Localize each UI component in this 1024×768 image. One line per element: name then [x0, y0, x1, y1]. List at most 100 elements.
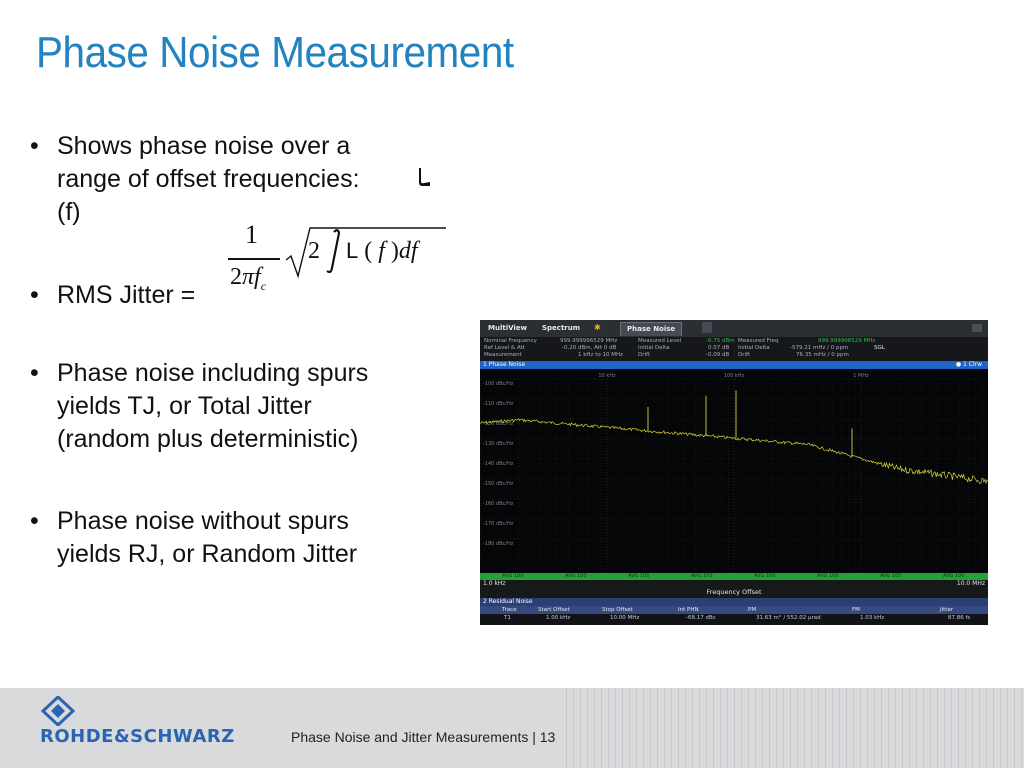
info-label: Measurement	[484, 352, 522, 358]
info-label: Measured Level	[638, 338, 682, 344]
avg-label: AVG 100	[502, 573, 524, 579]
tab-add-icon[interactable]	[702, 322, 712, 333]
bullet-line: yields RJ, or Random Jitter	[57, 540, 358, 568]
info-value: 76.35 mHz / 0 ppm	[796, 352, 849, 358]
tab-spectrum[interactable]: Spectrum	[542, 324, 581, 332]
y-tick-label: -100 dBc/Hz	[483, 381, 514, 387]
tab-close-icon[interactable]: ✱	[594, 323, 601, 332]
bullet-dot: •	[30, 132, 39, 160]
avg-label: AVG 100	[565, 573, 587, 579]
sqrt-integral-icon	[285, 227, 446, 279]
frequency-axis: 1.0 kHz 10.0 MHz Frequency Offset	[480, 580, 988, 598]
bullet-line: RMS Jitter =	[57, 281, 196, 309]
table-cell: 31.63 m° / 552.02 µrad	[756, 615, 821, 621]
table-cell: 10.00 MHz	[610, 615, 640, 621]
footer-text: Phase Noise and Jitter Measurements | 13	[291, 729, 556, 745]
table-cell: 1.03 kHz	[860, 615, 885, 621]
int-two: 2	[308, 238, 320, 264]
y-tick-label: -140 dBc/Hz	[483, 461, 514, 467]
tab-phase-noise[interactable]: Phase Noise	[620, 322, 683, 336]
formula-denominator: 2πfc	[230, 264, 266, 294]
residual-noise-table-header: Trace Start Offset Stop Offset Int PHN PM FM J…	[480, 606, 988, 614]
int-close: )	[384, 238, 399, 264]
decade-tick-label: 1 MHz	[853, 373, 869, 379]
measurement-info-bar: Nominal Frequency 999.999996529 MHz Ref …	[480, 337, 988, 361]
info-value: 999.999996529 MHz	[818, 338, 876, 344]
info-value: -0.75 dBm	[706, 338, 735, 344]
info-label: Nominal Frequency	[484, 338, 537, 344]
formula-numerator: 1	[245, 220, 258, 249]
info-value: 1 kHz to 10 MHz	[578, 352, 623, 358]
int-f: f	[378, 238, 385, 264]
bullet-dot: •	[30, 281, 39, 309]
y-tick-label: -130 dBc/Hz	[483, 441, 514, 447]
y-tick-label: -170 dBc/Hz	[483, 521, 514, 527]
slide-title: Phase Noise Measurement	[36, 28, 514, 77]
window2-title: 2 Residual Noise	[483, 598, 533, 605]
int-df: df	[398, 238, 418, 264]
avg-label: AVG 100	[754, 573, 776, 579]
footer-bar	[0, 688, 1024, 768]
phase-noise-trace-plot: -100 dBc/Hz -110 dBc/Hz -120 dBc/Hz -130 dB…	[480, 373, 988, 569]
decade-tick-label: 100 kHz	[724, 373, 745, 379]
brand-name: ROHDE&SCHWARZ	[40, 726, 235, 747]
sgl-indicator: SGL	[874, 345, 885, 351]
table-cell: T1	[504, 615, 511, 621]
footer-stripes	[560, 688, 1024, 768]
analyzer-screenshot: MultiView Spectrum ✱ Phase Noise Nominal…	[480, 320, 988, 625]
y-tick-label: -180 dBc/Hz	[483, 541, 514, 547]
info-label: Measured Freq	[738, 338, 779, 344]
table-header-cell: Start Offset	[538, 607, 570, 613]
table-header-cell: FM	[852, 607, 860, 613]
phase-noise-trace	[480, 418, 988, 485]
y-tick-label: -110 dBc/Hz	[483, 401, 514, 407]
bullet-line: Phase noise without spurs	[57, 507, 349, 535]
table-header-cell: Stop Offset	[602, 607, 633, 613]
formula-integrand: 2 L ( f )df	[308, 238, 418, 265]
window-menu-icon[interactable]	[972, 324, 982, 332]
avg-label: AVG 100	[691, 573, 713, 579]
table-header-cell: PM	[748, 607, 757, 613]
table-cell: 87.86 fs	[948, 615, 971, 621]
den-two: 2	[230, 264, 242, 290]
info-value: -0.09 dB	[706, 352, 730, 358]
rohde-schwarz-logo-icon	[40, 696, 76, 726]
bullet-dot: •	[30, 359, 39, 387]
table-header-cell: Int PHN	[678, 607, 699, 613]
tab-multiview[interactable]: MultiView	[488, 324, 528, 332]
int-open: (	[358, 238, 379, 264]
table-cell: -68.17 dBc	[686, 615, 716, 621]
info-value: -579.21 mHz / 0 ppm	[790, 345, 849, 351]
y-tick-label: -160 dBc/Hz	[483, 501, 514, 507]
info-value: -0.20 dBm, Att 0 dB	[562, 345, 617, 351]
decade-tick-label: 10 kHz	[598, 373, 616, 379]
info-label: Initial Delta	[738, 345, 770, 351]
window2-title-bar: 2 Residual Noise	[480, 598, 988, 606]
table-cell: 1.00 kHz	[546, 615, 571, 621]
bullet-line: yields TJ, or Total Jitter	[57, 392, 312, 420]
bullet-dot: •	[30, 507, 39, 535]
info-label: Drift	[738, 352, 751, 358]
info-value: 999.999996529 MHz	[560, 338, 618, 344]
analyzer-tab-bar: MultiView Spectrum ✱ Phase Noise	[480, 320, 988, 337]
den-sub: c	[260, 278, 267, 293]
fraction-bar	[228, 258, 280, 260]
info-label: Initial Delta	[638, 345, 670, 351]
x-axis-title: Frequency Offset	[706, 588, 762, 596]
table-header-cell: Jitter	[940, 607, 954, 613]
avg-label: AVG 100	[817, 573, 839, 579]
info-label: Drift	[638, 352, 651, 358]
window1-title-bar: 1 Phase Noise ● 1 Clrw	[480, 361, 988, 369]
script-l-glyph	[419, 168, 430, 186]
table-header-cell: Trace	[502, 607, 517, 613]
info-label: Ref Level & Att	[484, 345, 525, 351]
avg-label: AVG 100	[880, 573, 902, 579]
bullet-line: Shows phase noise over a	[57, 132, 351, 160]
window1-title: 1 Phase Noise	[483, 361, 526, 368]
phase-noise-plot: -100 dBc/Hz -110 dBc/Hz -120 dBc/Hz -130 dB…	[480, 369, 988, 591]
y-tick-label: -150 dBc/Hz	[483, 481, 514, 487]
bullet-line: (f)	[57, 198, 81, 226]
den-f: f	[254, 264, 261, 290]
table-row: T1 1.00 kHz 10.00 MHz -68.17 dBc 31.63 m° / …	[480, 614, 988, 625]
